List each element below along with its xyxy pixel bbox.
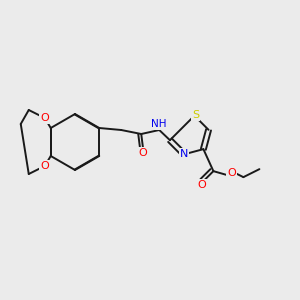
Text: NH: NH xyxy=(152,119,167,129)
Text: O: O xyxy=(197,180,206,190)
Text: O: O xyxy=(40,113,49,123)
Text: O: O xyxy=(40,161,49,171)
Text: O: O xyxy=(227,168,236,178)
Text: O: O xyxy=(139,148,148,158)
Text: S: S xyxy=(192,110,199,120)
Text: N: N xyxy=(180,149,188,159)
